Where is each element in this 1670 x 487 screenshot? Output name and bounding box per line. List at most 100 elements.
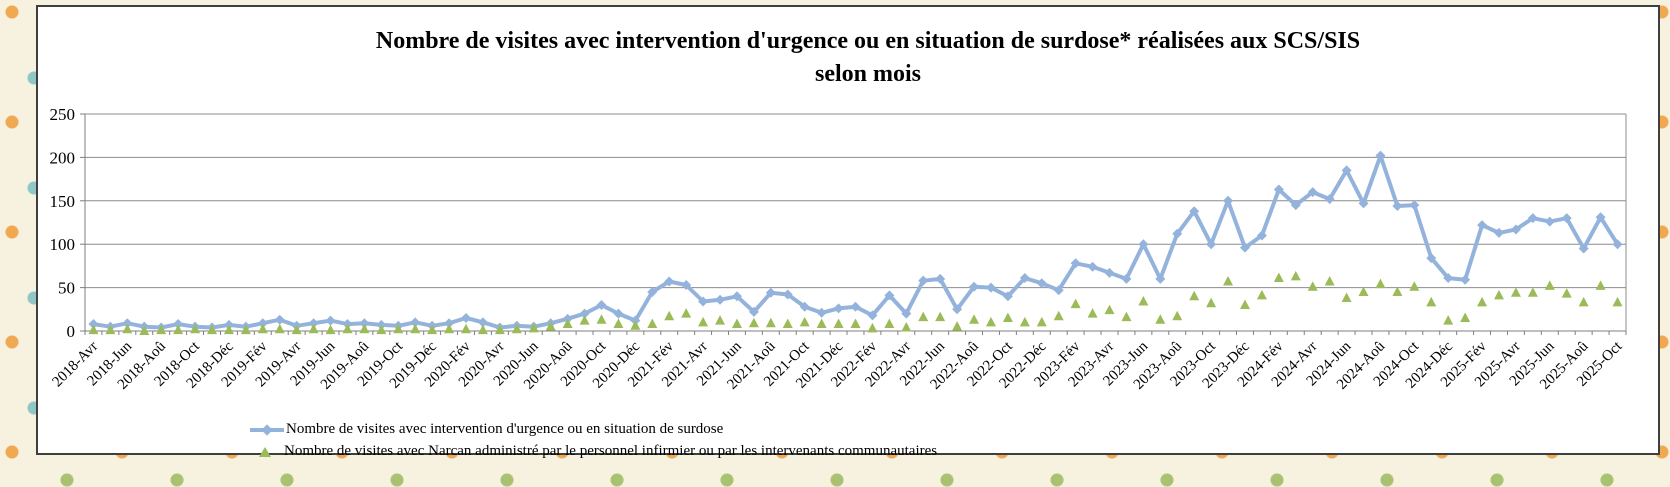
series1-diamond-marker (1019, 273, 1030, 284)
series1-diamond-marker (1460, 274, 1471, 285)
series1-diamond-marker (173, 319, 184, 330)
chart-title-line1: Nombre de visites avec intervention d'ur… (375, 28, 1361, 54)
series2-triangle-marker (1527, 287, 1538, 297)
series2-triangle-marker (139, 325, 150, 335)
series1-diamond-marker (698, 296, 709, 307)
series2-triangle-marker (173, 324, 184, 335)
series2-triangle-marker (1036, 316, 1047, 327)
series1-diamond-marker (1121, 273, 1132, 284)
series2-triangle-marker (427, 324, 438, 335)
series1-diamond-marker (647, 286, 658, 297)
series1-diamond-marker (274, 314, 285, 325)
series1-diamond-marker (782, 289, 793, 300)
chart-title: Nombre de visites avec intervention d'ur… (78, 25, 1658, 91)
series2-triangle-marker (291, 324, 302, 335)
series2-triangle-marker (528, 322, 539, 333)
series2-triangle-marker (1273, 272, 1284, 283)
series1-diamond-marker (1426, 253, 1437, 264)
series1-diamond-marker (1070, 258, 1081, 269)
series2-triangle-marker (156, 324, 167, 335)
series1-diamond-marker (1036, 278, 1047, 289)
series2-triangle-marker (1155, 314, 1166, 324)
series2-triangle-marker (1358, 286, 1369, 296)
legend-diamond-shape (261, 423, 273, 436)
series1-diamond-marker (1138, 239, 1149, 250)
series1-diamond-marker (325, 315, 336, 326)
series2-triangle-marker (105, 324, 116, 335)
series2-triangle-marker (1443, 315, 1454, 325)
series1-diamond-marker (1341, 165, 1352, 176)
series1-diamond-marker (1477, 220, 1488, 231)
series2-triangle-marker (1612, 296, 1623, 307)
series1-diamond-marker (308, 318, 319, 329)
series1-diamond-marker (833, 303, 844, 314)
series1-diamond-marker (613, 308, 624, 319)
series2-triangle-marker (935, 311, 946, 322)
series1-diamond-marker (1155, 273, 1166, 284)
series1-diamond-marker (596, 299, 607, 310)
series1-diamond-marker (477, 317, 488, 328)
series1-diamond-marker (1002, 291, 1013, 302)
chart-legend: Nombre de visites avec intervention d'ur… (250, 419, 937, 462)
series2-triangle-marker (1256, 289, 1267, 300)
series1-diamond-marker (579, 308, 590, 319)
series1-diamond-marker (969, 281, 980, 292)
series2-triangle-marker (1510, 287, 1521, 297)
series2-triangle-marker (257, 323, 268, 334)
series1-diamond-marker (1358, 198, 1369, 209)
series1-diamond-marker (715, 294, 726, 305)
series1-diamond-marker (1273, 184, 1284, 195)
diamond-line-marker-icon (250, 423, 284, 437)
series1-diamond-marker (1307, 187, 1318, 198)
series1-diamond-marker (1189, 206, 1200, 217)
series2-triangle-marker (1087, 308, 1098, 318)
series2-triangle-marker (799, 316, 810, 327)
series2-triangle-marker (901, 322, 912, 332)
series2-triangle-marker (1138, 295, 1149, 306)
series2-triangle-marker (511, 323, 522, 334)
y-axis-label: 200 (50, 148, 76, 167)
series2-triangle-marker (715, 315, 726, 325)
series1-diamond-marker (1612, 239, 1623, 250)
series2-triangle-marker (782, 318, 793, 329)
series1-diamond-marker (1578, 243, 1589, 254)
series2-triangle-marker (359, 323, 370, 334)
series2-triangle-marker (664, 310, 675, 321)
series2-triangle-marker (884, 318, 895, 329)
series1-diamond-marker (1561, 213, 1572, 224)
series2-triangle-marker (1104, 304, 1115, 315)
series1-diamond-marker (444, 318, 455, 329)
series2-triangle-marker (461, 323, 472, 334)
y-axis-label: 150 (50, 192, 76, 211)
series2-triangle-marker (765, 317, 776, 328)
series1-diamond-marker (985, 282, 996, 293)
y-axis-label: 50 (58, 279, 75, 298)
series1-diamond-marker (1206, 239, 1217, 250)
series2-triangle-marker (1053, 310, 1064, 321)
series1-diamond-marker (88, 319, 99, 330)
series2-triangle-marker (190, 323, 201, 334)
series1-diamond-marker (664, 276, 675, 287)
triangle-marker-icon (259, 446, 271, 457)
series2-triangle-marker (444, 323, 455, 334)
series2-triangle-marker (1002, 312, 1013, 322)
legend-row-series1: Nombre de visites avec intervention d'ur… (250, 419, 937, 440)
series1-diamond-marker (1510, 224, 1521, 235)
series1-diamond-marker (1493, 227, 1504, 238)
series2-triangle-marker (833, 318, 844, 329)
series1-diamond-marker (1595, 212, 1606, 223)
series2-triangle-marker (579, 315, 590, 325)
series2-triangle-marker (1307, 281, 1318, 291)
series1-diamond-marker (867, 310, 878, 321)
series2-triangle-marker (1121, 311, 1132, 322)
series1-diamond-marker (1375, 150, 1386, 161)
series2-triangle-marker (748, 317, 759, 328)
series2-triangle-marker (1578, 296, 1589, 307)
series2-triangle-marker (1426, 296, 1437, 307)
series2-triangle-marker (342, 323, 353, 334)
series2-triangle-marker (477, 324, 488, 335)
series2-triangle-marker (850, 318, 861, 329)
series1-diamond-marker (1544, 216, 1555, 227)
series2-triangle-marker (1493, 289, 1504, 300)
series1-diamond-marker (901, 308, 912, 319)
